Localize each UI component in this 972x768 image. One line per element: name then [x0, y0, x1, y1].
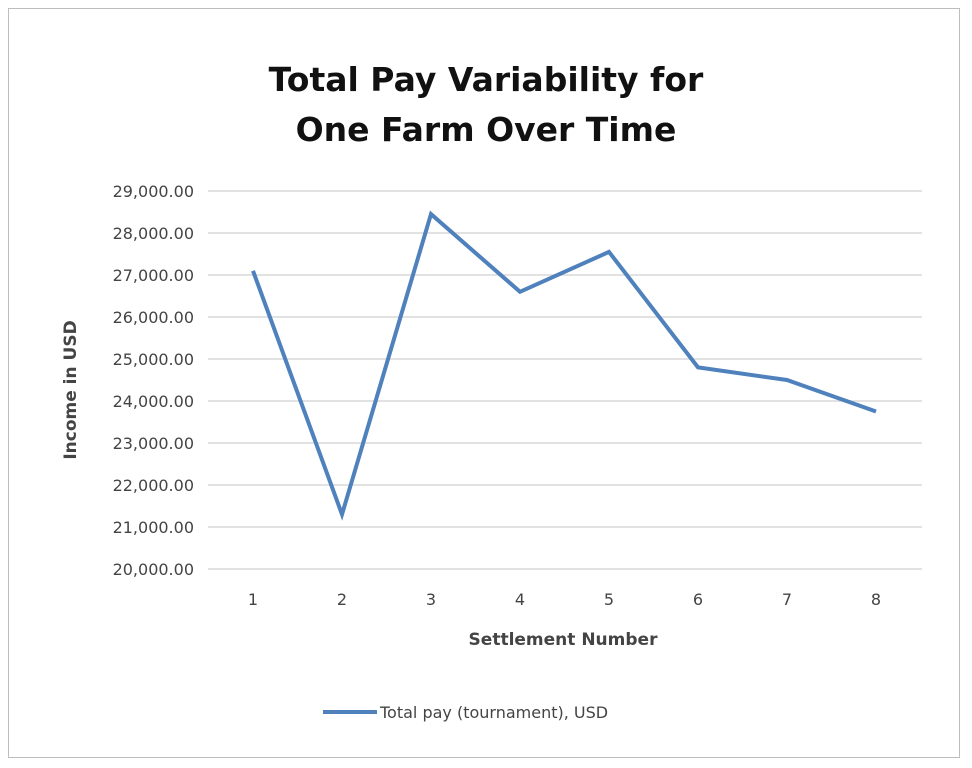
y-tick-label: 23,000.00: [113, 434, 194, 453]
y-tick-label: 29,000.00: [113, 182, 194, 201]
y-tick-label: 26,000.00: [113, 308, 194, 327]
y-tick-label: 22,000.00: [113, 476, 194, 495]
x-tick-label: 7: [782, 590, 792, 609]
x-axis-tick-labels: 1 2 3 4 5 6 7 8: [248, 590, 881, 609]
y-tick-label: 21,000.00: [113, 518, 194, 537]
chart-title-line-2: One Farm Over Time: [295, 110, 677, 149]
x-tick-label: 3: [426, 590, 436, 609]
series-lines: [251, 210, 877, 521]
legend-label: Total pay (tournament), USD: [379, 703, 608, 722]
gridlines: [208, 190, 922, 570]
y-tick-label: 25,000.00: [113, 350, 194, 369]
x-tick-label: 1: [248, 590, 258, 609]
y-tick-label: 24,000.00: [113, 392, 194, 411]
y-tick-label: 20,000.00: [113, 560, 194, 579]
y-tick-label: 27,000.00: [113, 266, 194, 285]
legend: Total pay (tournament), USD: [323, 703, 608, 722]
x-tick-label: 8: [871, 590, 881, 609]
x-axis-label: Settlement Number: [469, 630, 659, 650]
y-axis-label: Income in USD: [61, 320, 81, 459]
x-tick-label: 2: [337, 590, 347, 609]
x-tick-label: 5: [604, 590, 614, 609]
series-line: [251, 210, 877, 521]
chart-title-line-1: Total Pay Variability for: [268, 60, 704, 99]
x-tick-label: 4: [515, 590, 525, 609]
y-axis-tick-labels: 20,000.00 21,000.00 22,000.00 23,000.00 24,0…: [113, 182, 194, 579]
x-tick-label: 6: [693, 590, 703, 609]
y-tick-label: 28,000.00: [113, 224, 194, 243]
